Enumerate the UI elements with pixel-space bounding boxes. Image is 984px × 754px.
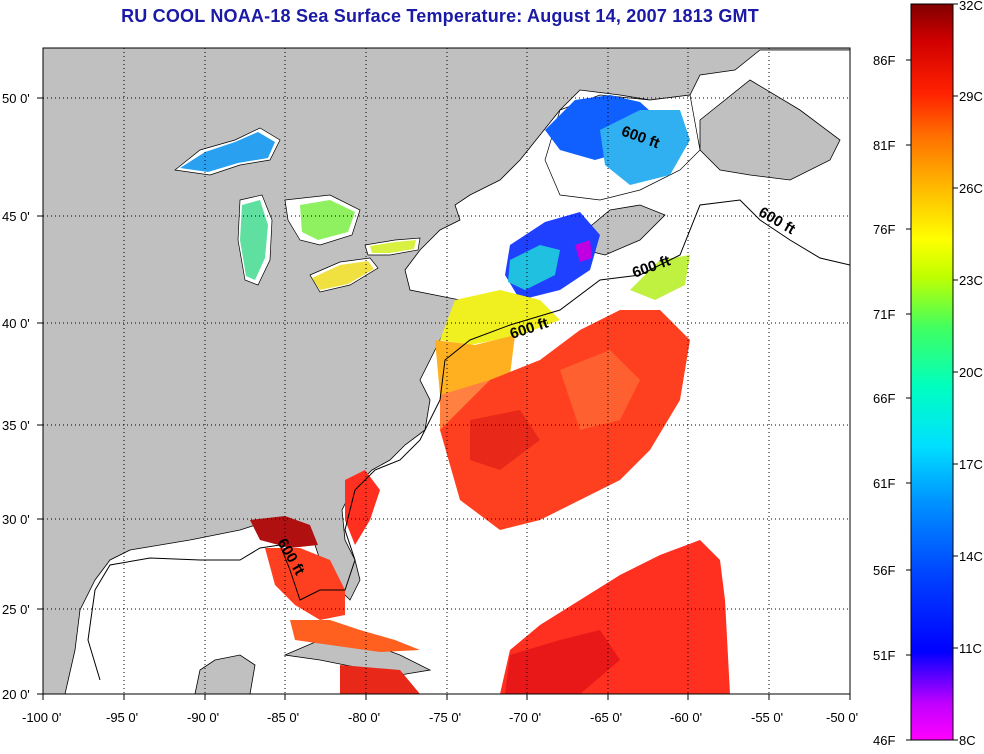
lat-label: 20 0' — [2, 687, 30, 702]
lat-label: 25 0' — [2, 602, 30, 617]
colorbar-c-label: 26C — [959, 181, 983, 196]
lon-label: -100 0' — [22, 710, 61, 725]
land-yucatan — [194, 654, 256, 694]
lon-label: -55 0' — [751, 710, 783, 725]
colorbar-f-label: 46F — [873, 733, 895, 748]
colorbar-c-label: 32C — [959, 0, 983, 13]
colorbar-f-label: 81F — [873, 138, 895, 153]
sst-swaths — [180, 95, 730, 694]
lat-label: 40 0' — [2, 316, 30, 331]
map-title: RU COOL NOAA-18 Sea Surface Temperature:… — [121, 6, 759, 26]
colorbar-c-label: 23C — [959, 273, 983, 288]
land-maritimes — [699, 79, 841, 181]
lon-label: -95 0' — [106, 710, 138, 725]
lon-label: -50 0' — [826, 710, 858, 725]
lat-label: 30 0' — [2, 512, 30, 527]
colorbar-f-label: 76F — [873, 222, 895, 237]
colorbar-c-label: 17C — [959, 457, 983, 472]
lon-label: -65 0' — [590, 710, 622, 725]
colorbar-f-label: 86F — [873, 53, 895, 68]
colorbar-f-label: 56F — [873, 563, 895, 578]
lat-label: 35 0' — [2, 418, 30, 433]
colorbar-f-label: 61F — [873, 476, 895, 491]
colorbar-f-label: 71F — [873, 307, 895, 322]
lat-label: 45 0' — [2, 209, 30, 224]
colorbar-gradient — [910, 3, 954, 741]
lat-label: 50 0' — [2, 91, 30, 106]
colorbar: 32C 29C 26C 23C 20C 17C 14C 11C 8C 86F 8… — [873, 0, 983, 748]
lon-label: -75 0' — [429, 710, 461, 725]
colorbar-c-label: 11C — [959, 641, 982, 656]
colorbar-c-label: 29C — [959, 89, 983, 104]
lon-label: -70 0' — [509, 710, 541, 725]
axis-ticks — [37, 97, 851, 700]
map-plot-area — [43, 48, 850, 694]
lon-label: -85 0' — [267, 710, 299, 725]
lon-label: -60 0' — [670, 710, 702, 725]
lon-label: -90 0' — [187, 710, 219, 725]
colorbar-c-label: 8C — [959, 733, 976, 748]
grid-lines — [43, 48, 850, 694]
colorbar-f-label: 51F — [873, 648, 895, 663]
colorbar-f-label: 66F — [873, 391, 895, 406]
colorbar-c-label: 14C — [959, 549, 983, 564]
colorbar-c-label: 20C — [959, 365, 983, 380]
lon-label: -80 0' — [348, 710, 380, 725]
isobath-600ft — [87, 199, 850, 681]
